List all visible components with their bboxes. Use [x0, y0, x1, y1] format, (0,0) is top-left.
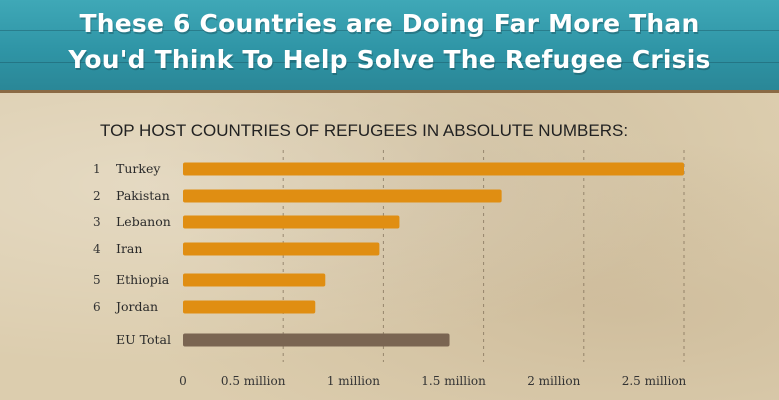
tick-label: 0.5 million	[221, 374, 286, 388]
chart-background	[0, 93, 779, 400]
grid-lines	[282, 150, 685, 362]
category-rank: 4	[93, 242, 101, 256]
title-banner: These 6 Countries are Doing Far More Tha…	[0, 0, 779, 93]
plank-line	[0, 62, 779, 63]
tick-label: 2.5 million	[622, 374, 687, 388]
bar-ethiopia	[183, 273, 326, 287]
page-title-line-2: You'd Think To Help Solve The Refugee Cr…	[68, 45, 711, 74]
tick-label: 0	[179, 374, 187, 388]
bar-jordan	[183, 300, 316, 314]
category-label: Lebanon	[116, 214, 171, 229]
tick-label: 2 million	[527, 374, 580, 388]
category-labels: 1 Turkey 2 Pakistan 3 Lebanon 4 Iran 5 Ethiopia 6 J…	[93, 161, 171, 347]
bar-lebanon	[183, 215, 400, 229]
tick-label: 1.5 million	[421, 374, 486, 388]
category-label: EU Total	[116, 332, 171, 347]
category-label: Turkey	[116, 161, 161, 176]
category-rank: 3	[93, 215, 101, 229]
page-title-line-1: These 6 Countries are Doing Far More Tha…	[79, 9, 700, 38]
chart-title: TOP HOST COUNTRIES OF REFUGEES IN ABSOLU…	[100, 121, 628, 140]
bar-iran	[183, 242, 380, 256]
page-title: These 6 Countries are Doing Far More Tha…	[0, 6, 779, 78]
plank-line	[0, 30, 779, 31]
category-label: Iran	[116, 241, 142, 256]
category-label: Ethiopia	[116, 272, 170, 287]
tick-labels: 0 0.5 million 1 million 1.5 million 2 millio…	[179, 374, 686, 388]
category-rank: 6	[93, 300, 101, 314]
category-rank: 5	[93, 273, 101, 287]
category-label: Jordan	[114, 299, 158, 314]
bars	[183, 162, 684, 347]
category-rank: 2	[93, 189, 101, 203]
category-rank: 1	[93, 162, 101, 176]
bar-pakistan	[183, 189, 502, 203]
bar-turkey	[183, 162, 684, 176]
tick-label: 1 million	[327, 374, 380, 388]
bar-eu-total	[183, 333, 450, 347]
category-label: Pakistan	[116, 188, 170, 203]
